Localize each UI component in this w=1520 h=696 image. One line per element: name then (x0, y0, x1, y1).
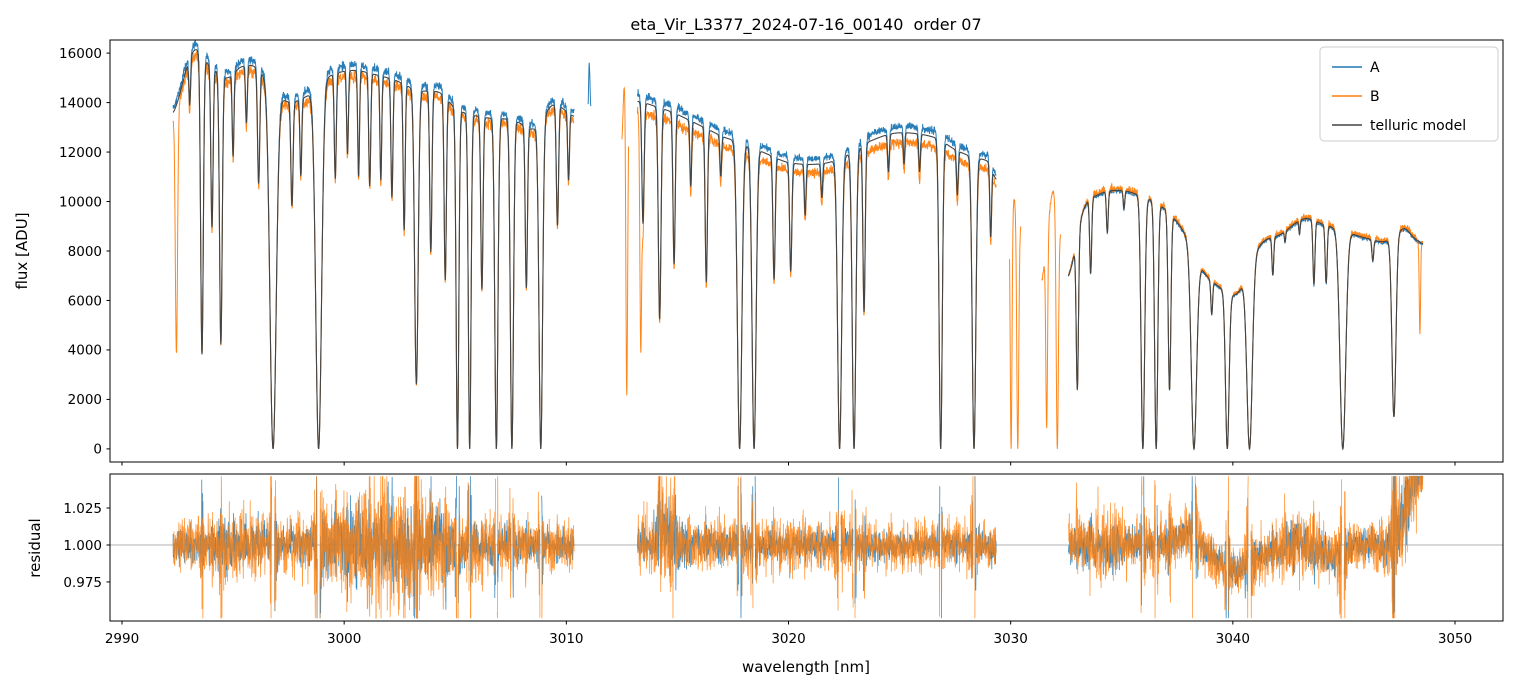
telluric-model-line (172, 49, 1423, 451)
y-tick-label-flux: 14000 (59, 95, 102, 111)
y-tick-label-flux: 16000 (59, 46, 102, 62)
x-tick-label: 3050 (1438, 631, 1472, 647)
y-tick-label-flux: 8000 (68, 244, 102, 260)
x-tick-label: 3040 (1216, 631, 1250, 647)
x-tick-label: 3010 (549, 631, 583, 647)
residual-series-group (172, 475, 1424, 619)
y-tick-label-flux: 2000 (68, 392, 102, 408)
series-A-line (172, 40, 1424, 451)
y-tick-label-residual: 1.000 (63, 538, 102, 554)
plot-root: 2990 3000 3010 3020 3030 3040 3050 0 2000 4000 600… (59, 39, 1504, 647)
chart-title: eta_Vir_L3377_2024-07-16_00140 order 07 (630, 15, 981, 35)
y-tick-label-flux: 10000 (59, 194, 102, 210)
flux-panel-frame (109, 39, 1504, 463)
legend-label-A: A (1370, 60, 1380, 76)
legend-label-B: B (1370, 89, 1380, 105)
legend-box (1319, 46, 1499, 142)
x-axis-label: wavelength [nm] (742, 658, 870, 676)
x-tick-label: 2990 (105, 631, 139, 647)
series-B-line (172, 51, 1424, 451)
legend-label-model: telluric model (1370, 118, 1466, 134)
y-tick-label-flux: 6000 (68, 293, 102, 309)
y-tick-label-residual: 0.975 (63, 575, 102, 591)
y-axis-label-residual: residual (26, 518, 44, 577)
flux-series-group (172, 40, 1424, 451)
axis-ticks: 2990 3000 3010 3020 3030 3040 3050 0 2000 4000 600… (59, 46, 1472, 647)
x-tick-label: 3020 (771, 631, 805, 647)
x-tick-label: 3000 (327, 631, 361, 647)
y-tick-label-flux: 4000 (68, 343, 102, 359)
y-tick-label-flux: 12000 (59, 145, 102, 161)
y-tick-label-residual: 1.025 (63, 501, 102, 517)
x-tick-label: 3030 (993, 631, 1027, 647)
y-axis-label-flux: flux [ADU] (13, 212, 31, 289)
residual-panel-frame (109, 473, 1504, 622)
residual-B-line (172, 475, 1424, 619)
y-tick-label-flux: 0 (93, 442, 102, 458)
